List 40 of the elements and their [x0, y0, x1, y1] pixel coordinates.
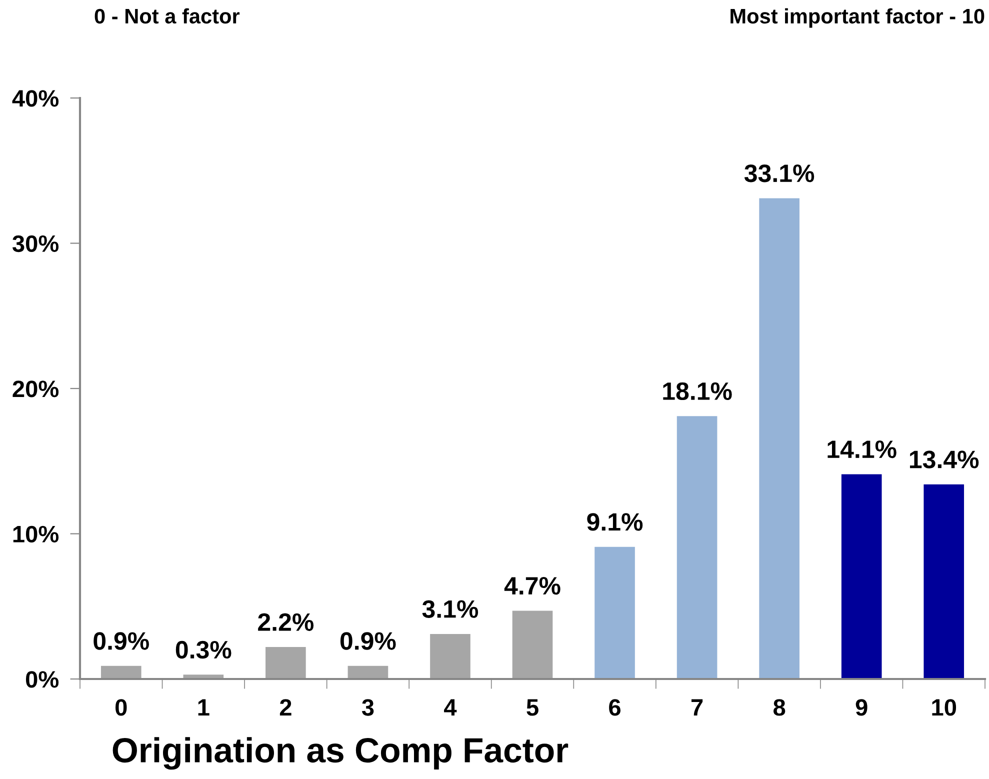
x-tick-label: 10 — [932, 699, 956, 716]
bar — [841, 474, 882, 679]
y-tick-label: 40% — [12, 90, 59, 107]
x-tick-label: 6 — [609, 699, 620, 716]
bar — [430, 634, 470, 679]
y-tick-label: 20% — [12, 380, 59, 398]
data-label: 0.9% — [340, 632, 396, 650]
bar — [266, 647, 306, 679]
bar — [100, 666, 142, 679]
data-label: 14.1% — [828, 440, 896, 458]
text: 0 - Not a factor — [94, 8, 240, 24]
x-tick-label: 2 — [280, 699, 292, 716]
data-label: 0.9% — [94, 632, 149, 650]
data-label: 33.1% — [744, 164, 814, 182]
y-tick-label: 0% — [26, 671, 59, 688]
data-label: 3.1% — [422, 600, 478, 618]
x-tick-label: 7 — [691, 699, 703, 716]
x-tick-label: 4 — [444, 699, 457, 716]
bar — [512, 610, 553, 679]
x-tick-label: 8 — [774, 699, 786, 716]
x-axis-title: Origination as Comp Factor — [112, 737, 568, 770]
bar — [924, 484, 964, 679]
bar — [594, 546, 635, 679]
bar — [676, 416, 718, 679]
data-label: 4.7% — [504, 577, 560, 595]
x-tick-label: 0 — [116, 699, 127, 716]
data-label: 0.3% — [176, 640, 232, 659]
y-tick-label: 10% — [13, 526, 59, 543]
data-label: 13.4% — [910, 450, 979, 468]
data-label: 2.2% — [258, 613, 314, 631]
bar — [759, 198, 800, 679]
x-tick-label: 5 — [526, 699, 538, 716]
bar — [348, 666, 388, 679]
x-tick-label: 9 — [856, 699, 868, 716]
data-label: 9.1% — [587, 513, 643, 531]
x-tick-label: 3 — [362, 699, 374, 716]
y-tick-label: 30% — [12, 235, 59, 252]
x-tick-label: 1 — [198, 699, 210, 716]
text: Most important factor - 10 — [730, 8, 984, 28]
data-label: 18.1% — [663, 382, 732, 400]
